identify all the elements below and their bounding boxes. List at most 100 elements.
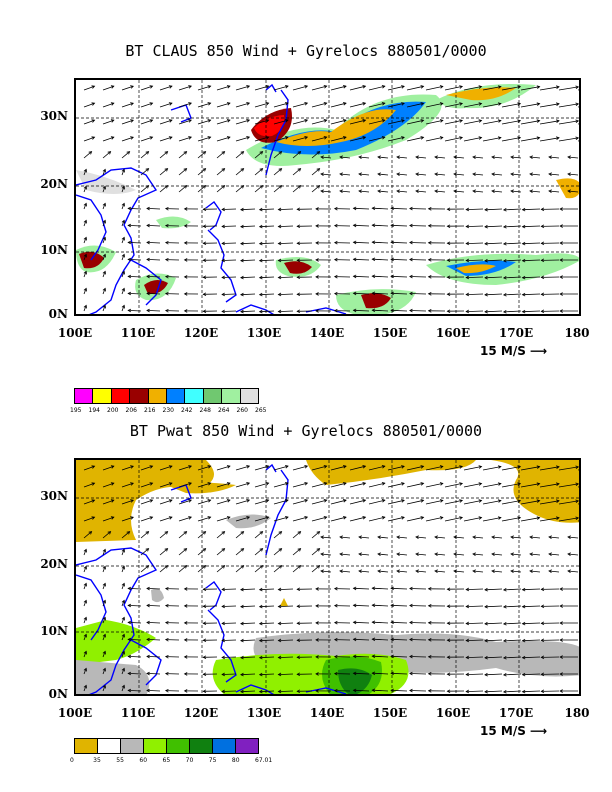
wind-arrow xyxy=(472,156,484,159)
wind-arrow xyxy=(415,536,427,539)
wind-arrow xyxy=(292,85,308,91)
wind-arrow-head xyxy=(381,102,386,106)
wind-arrow-head xyxy=(517,465,522,469)
wind-arrow xyxy=(292,565,301,573)
wind-arrow-head xyxy=(121,599,125,604)
wind-arrow xyxy=(128,293,142,295)
wind-arrow-head xyxy=(484,689,488,694)
wind-arrow-head xyxy=(559,638,563,642)
wind-arrow-head xyxy=(446,638,451,642)
wind-arrow xyxy=(121,169,125,176)
wind-arrow xyxy=(520,86,540,91)
wind-arrow xyxy=(83,651,87,658)
wind-arrow-head xyxy=(296,275,301,280)
wind-arrow xyxy=(102,668,106,675)
wind-arrow xyxy=(522,605,541,608)
wind-arrow-head xyxy=(91,136,96,140)
wind-arrow xyxy=(353,309,370,312)
wind-arrow-head xyxy=(390,240,394,245)
bottom-ylabel-0n: 0N xyxy=(48,687,68,701)
wind-arrow-head xyxy=(415,535,419,540)
wind-arrow xyxy=(453,570,465,573)
wind-arrow xyxy=(522,588,541,591)
wind-arrow-head xyxy=(559,587,563,591)
wind-arrow xyxy=(235,102,250,108)
wind-arrow-head xyxy=(240,185,245,189)
wind-arrow xyxy=(146,242,161,244)
wind-arrow xyxy=(330,499,347,505)
wind-arrow-head xyxy=(478,136,483,140)
wind-arrow xyxy=(503,639,522,642)
wind-arrow xyxy=(510,190,522,193)
wind-arrow-head xyxy=(401,85,405,89)
wind-arrow xyxy=(522,310,541,313)
wind-arrow-head xyxy=(446,587,451,591)
wind-arrow-head xyxy=(362,136,367,140)
wind-arrow xyxy=(472,173,484,176)
wind-arrow xyxy=(216,136,231,142)
wind-arrow-head xyxy=(390,637,394,642)
colorbar-swatch xyxy=(167,739,190,753)
bottom-xlabel-130e: 130E xyxy=(246,706,282,720)
wind-arrow-head xyxy=(555,482,560,487)
wind-arrow xyxy=(102,531,111,539)
wind-arrow xyxy=(121,499,134,505)
wind-arrow xyxy=(292,185,301,193)
wind-arrow-head xyxy=(401,119,405,123)
wind-arrow-head xyxy=(502,258,507,263)
top-ylabel-20n: 20N xyxy=(40,177,68,191)
wind-arrow-head xyxy=(377,155,381,160)
wind-arrow-head xyxy=(121,202,125,207)
colorbar-swatch xyxy=(167,389,186,403)
wind-arrow-head xyxy=(168,119,173,123)
wind-arrow-head xyxy=(427,604,432,608)
wind-arrow-head xyxy=(315,587,319,591)
wind-arrow xyxy=(102,566,106,573)
wind-arrow-head xyxy=(333,620,338,625)
wind-arrow-head xyxy=(409,223,413,228)
wind-arrow xyxy=(472,570,484,573)
wind-arrow-head xyxy=(517,482,522,486)
wind-arrow-head xyxy=(146,308,150,313)
wind-arrow-head xyxy=(371,308,376,313)
wind-arrow xyxy=(197,465,211,471)
wind-arrow-head xyxy=(559,655,563,659)
wind-arrow xyxy=(292,499,308,505)
wind-arrow xyxy=(311,119,327,125)
wind-arrow xyxy=(222,690,237,692)
wind-arrow-head xyxy=(146,603,150,608)
wind-arrow-head xyxy=(333,291,338,296)
wind-arrow xyxy=(510,173,522,176)
wind-arrow xyxy=(102,305,106,312)
wind-arrow-head xyxy=(226,516,231,520)
wind-arrow xyxy=(503,310,522,313)
wind-arrow-head xyxy=(221,185,226,189)
wind-arrow xyxy=(222,293,237,295)
bottom-map-panel xyxy=(74,458,581,696)
wind-arrow-head xyxy=(296,655,301,660)
wind-arrow-head xyxy=(296,309,301,314)
wind-arrow xyxy=(377,536,389,539)
wind-arrow-head xyxy=(246,85,251,89)
wind-arrow-head xyxy=(352,637,357,642)
wind-arrow xyxy=(102,237,106,244)
wind-arrow-head xyxy=(427,241,432,245)
wind-arrow xyxy=(83,634,87,641)
wind-arrow-head xyxy=(83,185,87,190)
wind-arrow-head xyxy=(559,275,563,279)
wind-arrow-head xyxy=(339,155,343,160)
wind-arrow xyxy=(178,565,187,573)
wind-arrow xyxy=(178,185,187,193)
wind-arrow xyxy=(146,310,161,312)
wind-arrow xyxy=(503,588,522,591)
wind-arrow-head xyxy=(226,102,231,106)
wind-arrow xyxy=(278,225,294,227)
wind-arrow xyxy=(409,639,427,641)
wind-arrow-head xyxy=(323,85,328,89)
wind-arrow xyxy=(391,275,408,278)
wind-arrow xyxy=(146,639,161,641)
wind-arrow-head xyxy=(491,189,495,194)
wind-arrow-head xyxy=(240,258,244,263)
colorbar-swatch xyxy=(75,739,98,753)
wind-arrow-head xyxy=(226,482,231,486)
